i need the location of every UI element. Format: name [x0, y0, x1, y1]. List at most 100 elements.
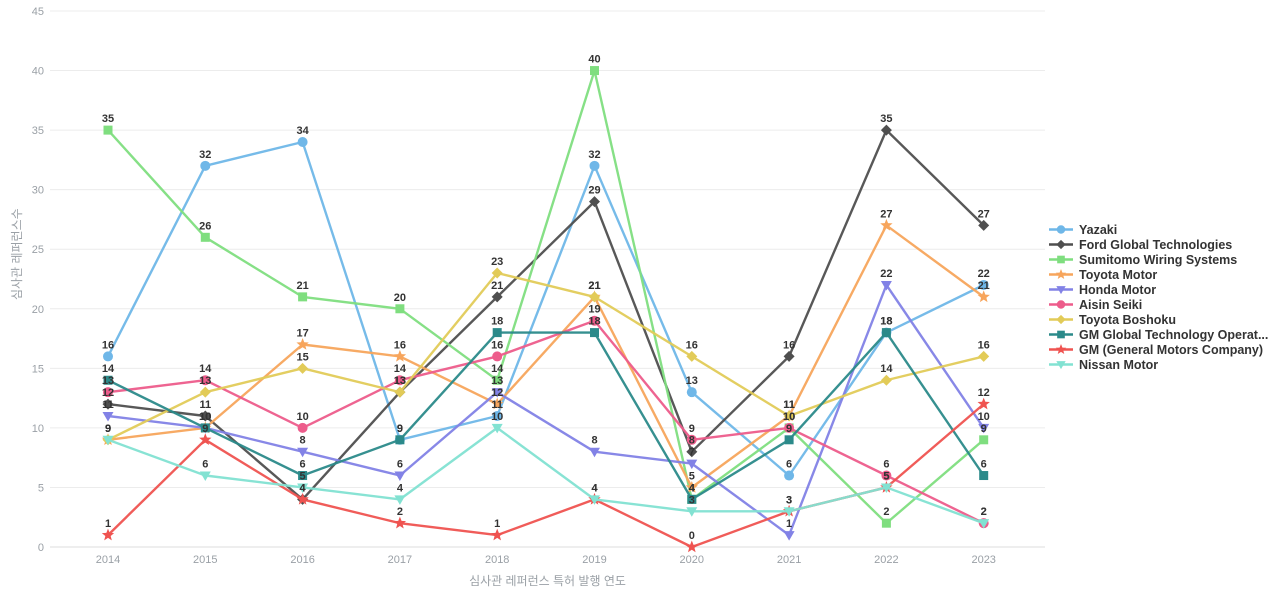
point-honda-motor-2020[interactable] [686, 459, 698, 470]
point-ford-global-technologies-2015[interactable] [199, 410, 211, 422]
point-honda-motor-2022[interactable] [880, 280, 892, 291]
point-ford-global-technologies-2023[interactable] [978, 219, 990, 231]
point-yazaki-2019[interactable] [589, 160, 600, 171]
point-ford-global-technologies-2019[interactable] [589, 196, 600, 208]
point-yazaki-2020[interactable] [686, 387, 697, 398]
value-label: 13 [102, 375, 114, 387]
point-sumitomo-wiring-systems-2016[interactable] [298, 292, 308, 302]
point-gm-general-motors-company-2018[interactable] [491, 528, 504, 541]
point-yazaki-2023[interactable] [978, 279, 989, 290]
point-honda-motor-2014[interactable] [102, 411, 114, 422]
point-ford-global-technologies-2020[interactable] [686, 446, 698, 458]
point-aisin-seiki-2022[interactable] [881, 470, 892, 481]
point-gm-general-motors-company-2020[interactable] [685, 540, 698, 553]
legend-item-yazaki[interactable]: Yazaki [1048, 222, 1268, 237]
point-toyota-boshoku-2015[interactable] [199, 386, 211, 398]
point-nissan-motor-2015[interactable] [199, 471, 211, 482]
point-nissan-motor-2016[interactable] [297, 483, 309, 493]
point-nissan-motor-2019[interactable] [589, 495, 600, 505]
value-label: 14 [491, 363, 504, 375]
point-ford-global-technologies-2021[interactable] [783, 350, 795, 362]
point-yazaki-2018[interactable] [492, 410, 503, 421]
legend-item-sumitomo-wiring-systems[interactable]: Sumitomo Wiring Systems [1048, 252, 1268, 267]
point-gm-general-motors-company-2017[interactable] [393, 516, 407, 529]
point-nissan-motor-2021[interactable] [783, 507, 795, 517]
point-gm-global-technology-operat-2022[interactable] [881, 328, 891, 338]
point-nissan-motor-2018[interactable] [491, 423, 503, 434]
point-aisin-seiki-2018[interactable] [492, 351, 503, 362]
point-sumitomo-wiring-systems-2023[interactable] [979, 435, 989, 445]
point-gm-global-technology-operat-2023[interactable] [979, 471, 989, 481]
point-gm-global-technology-operat-2019[interactable] [590, 328, 599, 338]
point-toyota-motor-2023[interactable] [977, 290, 990, 303]
y-tick-20: 20 [32, 304, 44, 316]
point-gm-global-technology-operat-2017[interactable] [395, 435, 405, 445]
legend-item-aisin-seiki[interactable]: Aisin Seiki [1048, 297, 1268, 312]
point-gm-general-motors-company-2015[interactable] [199, 433, 212, 446]
point-yazaki-2014[interactable] [103, 351, 113, 362]
point-honda-motor-2016[interactable] [297, 447, 309, 458]
legend-item-honda-motor[interactable]: Honda Motor [1048, 282, 1268, 297]
point-sumitomo-wiring-systems-2022[interactable] [881, 518, 891, 528]
legend-item-toyota-motor[interactable]: Toyota Motor [1048, 267, 1268, 282]
point-nissan-motor-2014[interactable] [102, 435, 114, 446]
point-toyota-motor-2017[interactable] [393, 349, 407, 362]
point-toyota-boshoku-2023[interactable] [978, 350, 990, 362]
legend-item-nissan-motor[interactable]: Nissan Motor [1048, 357, 1268, 372]
point-nissan-motor-2022[interactable] [880, 483, 892, 493]
point-gm-global-technology-operat-2018[interactable] [492, 328, 502, 338]
point-gm-general-motors-company-2016[interactable] [296, 492, 309, 505]
point-toyota-motor-2016[interactable] [296, 338, 309, 350]
legend-label-honda-motor: Honda Motor [1079, 282, 1157, 297]
point-aisin-seiki-2016[interactable] [297, 422, 308, 433]
point-nissan-motor-2017[interactable] [394, 495, 406, 505]
point-toyota-boshoku-2016[interactable] [297, 362, 309, 374]
point-sumitomo-wiring-systems-2018[interactable] [492, 375, 502, 385]
point-sumitomo-wiring-systems-2019[interactable] [590, 66, 599, 76]
point-gm-global-technology-operat-2015[interactable] [200, 423, 210, 433]
point-gm-global-technology-operat-2020[interactable] [687, 494, 697, 504]
point-toyota-boshoku-2022[interactable] [880, 374, 892, 386]
point-ford-global-technologies-2018[interactable] [491, 291, 503, 303]
point-toyota-motor-2018[interactable] [491, 397, 504, 410]
point-yazaki-2015[interactable] [200, 160, 211, 171]
point-ford-global-technologies-2022[interactable] [880, 124, 892, 136]
point-honda-motor-2021[interactable] [783, 531, 795, 541]
point-honda-motor-2023[interactable] [978, 423, 990, 434]
point-aisin-seiki-2015[interactable] [200, 375, 211, 386]
point-toyota-boshoku-2020[interactable] [686, 350, 698, 362]
point-toyota-boshoku-2019[interactable] [589, 291, 600, 303]
point-yazaki-2016[interactable] [297, 137, 308, 148]
point-yazaki-2021[interactable] [784, 470, 795, 481]
point-toyota-motor-2020[interactable] [685, 480, 698, 493]
point-honda-motor-2017[interactable] [394, 471, 406, 482]
point-aisin-seiki-2017[interactable] [394, 375, 405, 386]
point-nissan-motor-2023[interactable] [978, 519, 990, 529]
point-gm-global-technology-operat-2016[interactable] [298, 471, 308, 481]
legend-item-gm-general-motors-company[interactable]: GM (General Motors Company) [1048, 342, 1268, 357]
point-nissan-motor-2020[interactable] [686, 507, 698, 517]
legend-item-toyota-boshoku[interactable]: Toyota Boshoku [1048, 312, 1268, 327]
point-ford-global-technologies-2014[interactable] [102, 398, 114, 410]
point-aisin-seiki-2020[interactable] [686, 434, 697, 445]
point-gm-general-motors-company-2014[interactable] [101, 528, 115, 541]
point-toyota-motor-2022[interactable] [880, 218, 893, 231]
legend-item-gm-global-technology-operat[interactable]: GM Global Technology Operat... [1048, 327, 1268, 342]
point-honda-motor-2018[interactable] [491, 388, 503, 398]
point-toyota-boshoku-2017[interactable] [394, 386, 406, 398]
point-toyota-boshoku-2021[interactable] [783, 410, 795, 422]
point-aisin-seiki-2014[interactable] [103, 387, 113, 398]
point-sumitomo-wiring-systems-2014[interactable] [103, 125, 113, 135]
point-gm-global-technology-operat-2014[interactable] [103, 375, 113, 385]
point-aisin-seiki-2019[interactable] [589, 315, 600, 326]
point-aisin-seiki-2021[interactable] [784, 422, 795, 433]
point-sumitomo-wiring-systems-2015[interactable] [200, 232, 210, 242]
point-honda-motor-2019[interactable] [589, 447, 600, 458]
point-toyota-boshoku-2018[interactable] [491, 267, 503, 279]
point-sumitomo-wiring-systems-2017[interactable] [395, 304, 405, 314]
legend-item-ford-global-technologies[interactable]: Ford Global Technologies [1048, 237, 1268, 252]
value-label: 6 [786, 459, 792, 471]
point-gm-general-motors-company-2023[interactable] [977, 397, 990, 410]
point-gm-global-technology-operat-2021[interactable] [784, 435, 794, 445]
